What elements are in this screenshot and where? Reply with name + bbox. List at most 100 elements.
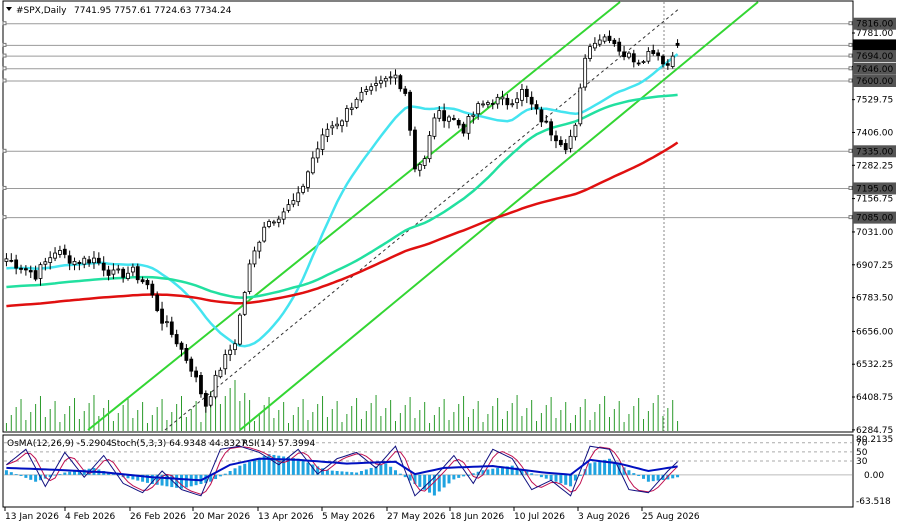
candle[interactable] — [194, 366, 199, 383]
level-line-handle[interactable] — [2, 78, 7, 83]
candle[interactable] — [568, 129, 573, 153]
candle[interactable] — [223, 349, 228, 375]
candle[interactable] — [58, 245, 62, 258]
candle[interactable] — [661, 54, 665, 68]
candle[interactable] — [43, 257, 48, 271]
level-line-handle[interactable] — [848, 78, 853, 83]
candle[interactable] — [23, 265, 28, 276]
candle[interactable] — [534, 100, 539, 115]
candle[interactable] — [301, 183, 305, 195]
candle[interactable] — [500, 90, 505, 106]
candle[interactable] — [28, 265, 33, 278]
candle[interactable] — [77, 260, 82, 271]
candle[interactable] — [344, 105, 349, 127]
candle[interactable] — [461, 121, 466, 137]
price-level-tag[interactable]: 7195.00 — [853, 182, 896, 195]
candle[interactable] — [116, 264, 121, 274]
price-level-tag[interactable]: 7600.00 — [853, 75, 896, 88]
candle[interactable] — [286, 199, 291, 213]
level-line-handle[interactable] — [848, 66, 853, 71]
candle[interactable] — [121, 267, 126, 283]
candle[interactable] — [203, 390, 208, 413]
level-line-handle[interactable] — [2, 21, 7, 26]
candle[interactable] — [160, 301, 164, 331]
candle[interactable] — [145, 278, 150, 290]
candle[interactable] — [14, 254, 19, 275]
candle[interactable] — [413, 126, 417, 173]
candle[interactable] — [53, 247, 57, 262]
candle[interactable] — [510, 99, 515, 108]
candle[interactable] — [33, 265, 38, 282]
candle[interactable] — [48, 251, 53, 270]
candle[interactable] — [627, 51, 631, 60]
candle[interactable] — [199, 372, 203, 398]
candle[interactable] — [315, 141, 320, 163]
candle[interactable] — [403, 85, 408, 97]
candle[interactable] — [189, 356, 194, 377]
candle[interactable] — [646, 47, 651, 64]
price-level-tag[interactable]: 7335.00 — [853, 145, 896, 158]
candle[interactable] — [670, 51, 675, 69]
candle[interactable] — [471, 111, 476, 124]
ma-slow-line[interactable] — [6, 141, 679, 308]
candle[interactable] — [111, 263, 116, 280]
candle[interactable] — [233, 339, 237, 356]
candle[interactable] — [476, 101, 481, 120]
candle[interactable] — [447, 114, 451, 129]
candle[interactable] — [554, 130, 558, 149]
candle[interactable] — [242, 290, 247, 317]
candle[interactable] — [150, 280, 155, 298]
candle[interactable] — [651, 44, 656, 56]
candle[interactable] — [101, 256, 106, 277]
candle[interactable] — [310, 151, 315, 175]
candle[interactable] — [524, 85, 529, 104]
candle[interactable] — [364, 85, 369, 96]
candle[interactable] — [349, 102, 354, 116]
price-level-tag[interactable]: 7646.00 — [853, 62, 896, 75]
candle[interactable] — [291, 193, 296, 208]
candle[interactable] — [184, 344, 189, 364]
candle[interactable] — [38, 262, 43, 286]
candle[interactable] — [165, 315, 169, 328]
candle[interactable] — [544, 115, 549, 124]
candle[interactable] — [296, 186, 301, 207]
main-chart-panel[interactable] — [2, 0, 854, 433]
candle[interactable] — [432, 113, 437, 140]
candle[interactable] — [617, 37, 622, 56]
candle[interactable] — [130, 263, 135, 277]
candle[interactable] — [417, 162, 422, 177]
candle[interactable] — [520, 83, 524, 107]
candle[interactable] — [588, 43, 592, 62]
candle[interactable] — [9, 253, 14, 263]
candle[interactable] — [359, 87, 364, 103]
candle[interactable] — [262, 221, 267, 243]
candle[interactable] — [335, 117, 340, 130]
candle[interactable] — [408, 89, 412, 136]
level-line-handle[interactable] — [848, 53, 853, 58]
level-line-handle[interactable] — [2, 215, 7, 220]
candle[interactable] — [374, 76, 378, 92]
level-line-handle[interactable] — [848, 215, 853, 220]
candle[interactable] — [495, 93, 500, 109]
level-line-handle[interactable] — [848, 21, 853, 26]
level-line-handle[interactable] — [848, 42, 853, 47]
level-line-handle[interactable] — [2, 185, 7, 190]
candle[interactable] — [228, 344, 233, 362]
candle[interactable] — [505, 94, 510, 110]
candle[interactable] — [592, 37, 597, 51]
candle[interactable] — [218, 367, 223, 379]
candle[interactable] — [257, 240, 262, 259]
candle[interactable] — [87, 255, 92, 267]
candle[interactable] — [539, 106, 544, 127]
price-level-tag[interactable]: 7816.00 — [853, 17, 896, 30]
candle[interactable] — [272, 219, 276, 226]
candle[interactable] — [82, 255, 87, 269]
candle[interactable] — [549, 118, 554, 142]
candle[interactable] — [631, 49, 636, 68]
channel-mid-line[interactable] — [164, 7, 681, 431]
candle[interactable] — [140, 276, 145, 284]
candle[interactable] — [354, 97, 359, 110]
price-axis[interactable]: 7781.007655.257529.757406.007282.257156.… — [852, 17, 896, 436]
candle[interactable] — [306, 170, 310, 192]
